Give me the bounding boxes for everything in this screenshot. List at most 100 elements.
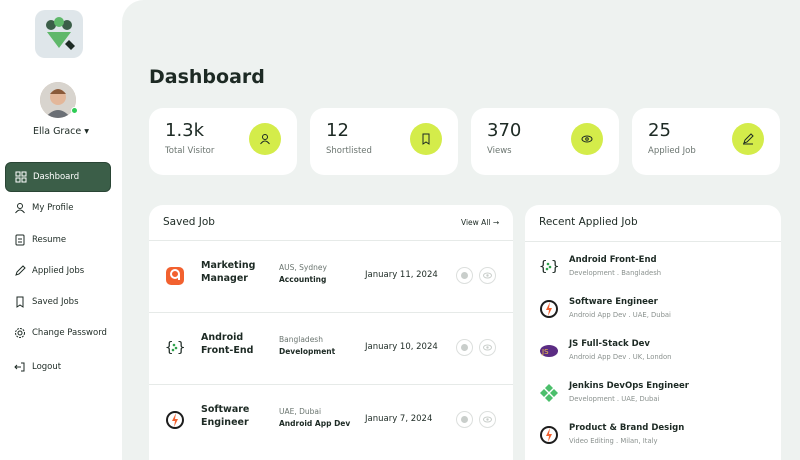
stat-value: 12 xyxy=(326,120,349,141)
logo-svg: {} xyxy=(539,259,559,275)
logo-svg xyxy=(540,426,558,444)
saved-job-row: Marketing Manager AUS, Sydney Accounting Ja… xyxy=(149,240,513,312)
stat-label: Views xyxy=(487,146,512,156)
recent-item[interactable]: {} Android Front-End Development . Banglad… xyxy=(525,250,781,284)
item-title: Software Engineer xyxy=(569,297,658,307)
nav-icon xyxy=(15,265,26,276)
logo-svg xyxy=(540,384,558,402)
nav-label: My Profile xyxy=(32,203,74,213)
item-title: Android Front-End xyxy=(569,255,657,265)
saved-job-row: {} Android Front-End Bangladesh Development… xyxy=(149,312,513,384)
item-title: JS Full-Stack Dev xyxy=(569,339,650,349)
recent-item[interactable]: Product & Brand Design Video Editing . Mi… xyxy=(525,418,781,452)
nav-icon xyxy=(260,134,270,145)
saved-job-row: Software Engineer UAE, Dubai Android App D… xyxy=(149,384,513,456)
job-title: Marketing Manager xyxy=(201,260,256,284)
nav-item[interactable]: Logout xyxy=(5,352,111,382)
job-location: AUS, Sydney xyxy=(279,263,327,272)
nav-label: Saved Jobs xyxy=(32,297,79,307)
svg-text:{: { xyxy=(539,259,547,275)
stat-value: 25 xyxy=(648,120,671,141)
user-name: Ella Grace xyxy=(32,126,82,137)
item-title: Product & Brand Design xyxy=(569,423,685,433)
logo xyxy=(35,10,83,58)
online-dot xyxy=(71,107,78,114)
stat-value: 370 xyxy=(487,120,522,141)
logo-svg xyxy=(166,411,184,429)
company-logo xyxy=(539,299,559,323)
nav-icon xyxy=(15,171,27,183)
job-date: January 10, 2024 xyxy=(365,342,438,352)
remove-button[interactable] xyxy=(456,267,473,284)
nav-icon xyxy=(14,362,25,372)
nav-item[interactable]: Resume xyxy=(5,225,111,255)
user-menu[interactable]: Ella Grace ▾ xyxy=(32,126,90,137)
nav-icon xyxy=(15,328,25,338)
stat-icon xyxy=(410,123,442,155)
nav-icon xyxy=(16,296,24,308)
nav-item[interactable]: Saved Jobs xyxy=(5,287,111,317)
eye-icon xyxy=(483,416,492,423)
nav-label: Resume xyxy=(32,235,67,245)
stat-value: 1.3k xyxy=(165,120,205,141)
panel-title: Recent Applied Job xyxy=(539,216,638,228)
company-logo: {} xyxy=(165,338,185,362)
nav-item[interactable]: Dashboard xyxy=(5,162,111,192)
company-logo xyxy=(539,383,559,407)
recent-item[interactable]: JS JS Full-Stack Dev Android App Dev . UK,… xyxy=(525,334,781,368)
svg-text:{: { xyxy=(165,340,173,356)
item-title: Jenkins DevOps Engineer xyxy=(569,381,689,391)
job-title: Android Front-End xyxy=(201,332,254,356)
view-button[interactable] xyxy=(479,411,496,428)
nav-icon xyxy=(422,133,430,145)
item-meta: Video Editing . Milan, Italy xyxy=(569,437,658,445)
nav-item[interactable]: Applied Jobs xyxy=(5,256,111,286)
stat-label: Shortlisted xyxy=(326,146,372,156)
logo-svg: JS xyxy=(540,345,558,357)
eye-icon xyxy=(483,344,492,351)
view-all-text: View All xyxy=(461,218,491,227)
view-button[interactable] xyxy=(479,267,496,284)
stat-card: 25 Applied Job xyxy=(632,108,780,175)
nav-icon xyxy=(743,133,754,145)
remove-button[interactable] xyxy=(456,339,473,356)
company-logo: {} xyxy=(539,257,559,281)
nav-item[interactable]: Change Password xyxy=(5,318,111,348)
job-location: UAE, Dubai xyxy=(279,407,322,416)
avatar-image xyxy=(40,82,76,118)
recent-panel: Recent Applied Job {} Android Front-End De… xyxy=(525,205,781,460)
nav-icon xyxy=(581,135,593,143)
job-category: Accounting xyxy=(279,275,327,284)
nav-item[interactable]: My Profile xyxy=(5,193,111,223)
stat-icon xyxy=(571,123,603,155)
item-meta: Android App Dev . UAE, Dubai xyxy=(569,311,671,319)
nav-icon xyxy=(15,234,25,246)
logo-svg xyxy=(540,300,558,318)
x-icon xyxy=(461,416,468,423)
view-all[interactable]: View All → xyxy=(461,218,500,227)
job-category: Development xyxy=(279,347,336,356)
nav-label: Logout xyxy=(32,362,62,372)
view-button[interactable] xyxy=(479,339,496,356)
main: Dashboard 1.3k Total Visitor 12 Shortlisted… xyxy=(122,0,800,460)
avatar xyxy=(40,82,76,118)
saved-job-panel: Saved Job View All → Marketing Manager AU… xyxy=(149,205,513,460)
x-icon xyxy=(461,272,468,279)
stat-icon xyxy=(732,123,764,155)
job-location: Bangladesh xyxy=(279,335,323,344)
recent-item[interactable]: Software Engineer Android App Dev . UAE, … xyxy=(525,292,781,326)
job-title: Software Engineer xyxy=(201,404,250,428)
remove-button[interactable] xyxy=(456,411,473,428)
item-meta: Development . Bangladesh xyxy=(569,269,662,277)
job-category: Android App Dev xyxy=(279,419,351,428)
stat-label: Total Visitor xyxy=(165,146,215,156)
recent-item[interactable]: Jenkins DevOps Engineer Development . UAE… xyxy=(525,376,781,410)
item-meta: Android App Dev . UK, London xyxy=(569,353,672,361)
logo-icon xyxy=(46,17,75,50)
svg-text:JS: JS xyxy=(541,348,549,356)
nav-label: Applied Jobs xyxy=(32,266,85,276)
logo-svg xyxy=(166,267,184,285)
nav-icon xyxy=(15,203,25,214)
stat-label: Applied Job xyxy=(648,146,696,156)
